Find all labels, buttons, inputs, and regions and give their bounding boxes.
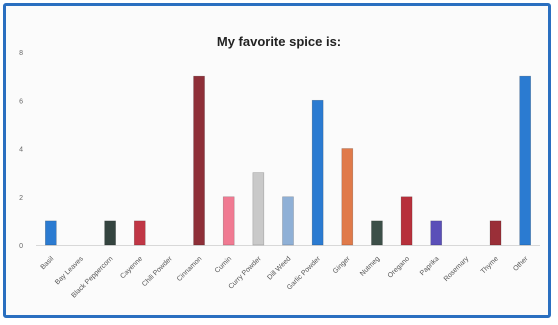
x-tick-label: Chili Powder — [141, 255, 174, 288]
y-tick-label: 0 — [19, 243, 23, 250]
chart-title: My favorite spice is: — [216, 34, 342, 49]
x-tick-label: Basil — [40, 255, 56, 271]
x-tick-label: Cinnamon — [176, 255, 204, 283]
bar — [489, 220, 502, 246]
bar — [252, 172, 265, 246]
x-tick-label: Rosemary — [443, 255, 471, 283]
bar — [45, 220, 57, 246]
x-tick-label: Other — [512, 255, 530, 273]
bar — [519, 75, 531, 246]
bar — [193, 75, 205, 246]
y-tick-label: 4 — [19, 147, 23, 154]
bar — [430, 220, 443, 246]
bar — [400, 196, 413, 246]
x-tick-label: Oregano — [387, 255, 411, 279]
chart-frame — [3, 3, 551, 318]
bar — [222, 196, 235, 246]
x-tick-label: Thyme — [480, 255, 500, 275]
bar — [104, 220, 116, 246]
bar — [371, 220, 383, 246]
y-tick-label: 2 — [19, 195, 23, 202]
x-tick-label: Bay Leaves — [54, 255, 85, 286]
x-tick-label: Dill Weed — [266, 255, 292, 281]
bar — [341, 148, 354, 246]
x-tick-label: Cumin — [214, 255, 233, 274]
x-tick-label: Paprika — [419, 255, 441, 277]
y-tick-label: 8 — [19, 50, 23, 57]
y-tick-label: 6 — [19, 98, 23, 105]
x-tick-label: Cayenne — [119, 255, 144, 280]
bar — [282, 196, 294, 246]
x-tick-label: Nutmeg — [359, 255, 381, 277]
x-tick-label: Ginger — [332, 255, 352, 275]
bar — [311, 99, 324, 246]
bar — [133, 220, 146, 246]
